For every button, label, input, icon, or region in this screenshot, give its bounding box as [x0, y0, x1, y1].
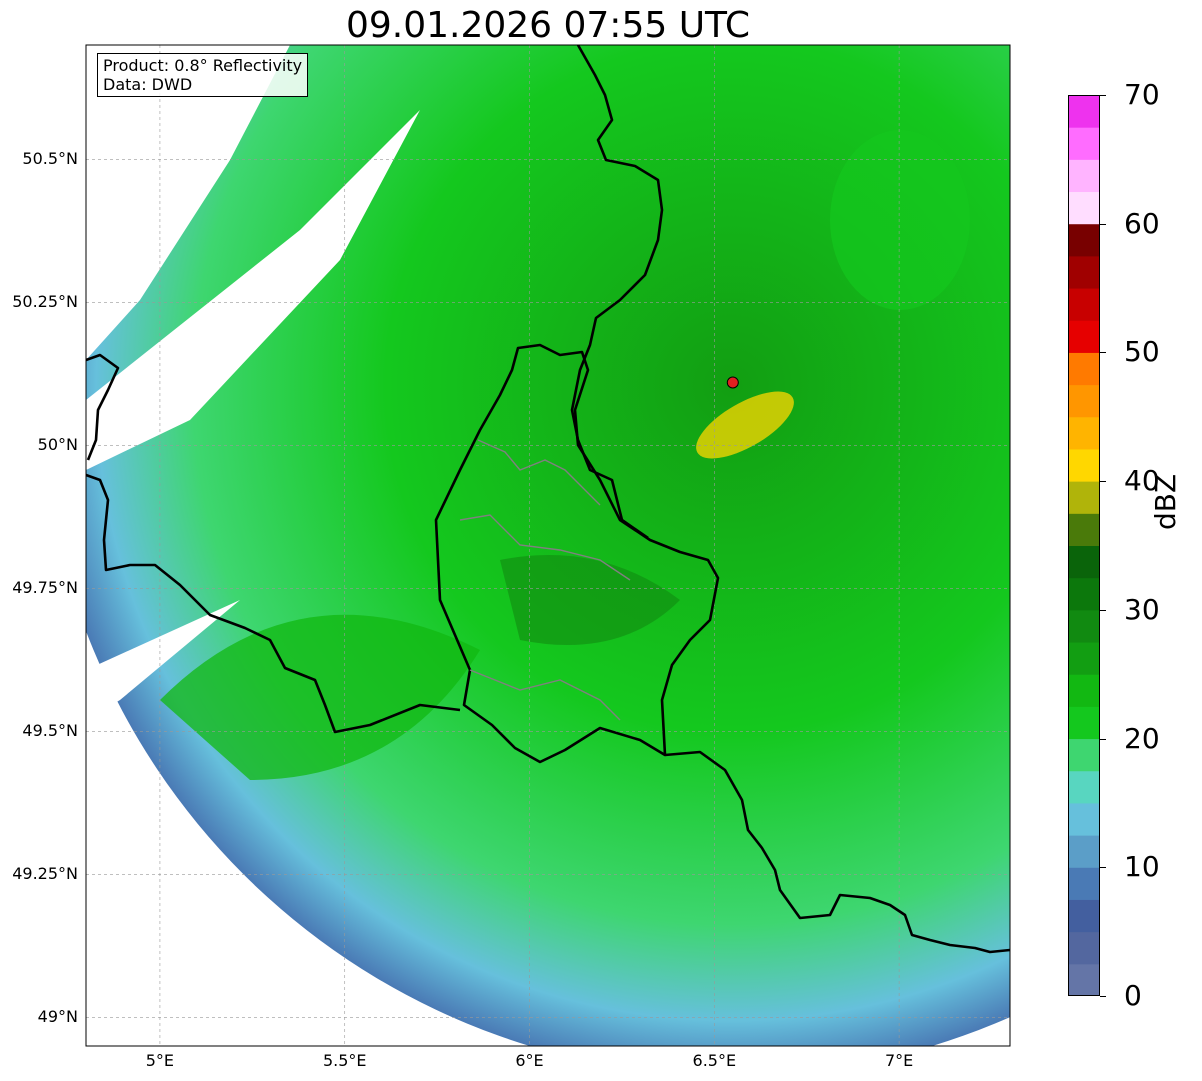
- colorbar-segment: [1068, 255, 1100, 289]
- colorbar-segment: [1068, 448, 1100, 482]
- colorbar-tick-label: 60: [1124, 206, 1160, 240]
- lon-tick-label: 5°E: [145, 1051, 175, 1070]
- lon-tick-label: 7°E: [884, 1051, 914, 1070]
- district-border-center: [459, 514, 631, 581]
- colorbar-tick-label: 20: [1124, 721, 1160, 755]
- no-echo-gap-west: [86, 110, 420, 470]
- radar-coverage: [86, 45, 1010, 1046]
- no-echo-gap-northwest: [86, 45, 290, 360]
- lat-tick-label: 49.5°N: [22, 721, 78, 741]
- colorbar-tick-mark: [1100, 223, 1106, 225]
- colorbar-segment: [1068, 223, 1100, 257]
- strong-echo-core: [696, 391, 794, 459]
- plot-frame: [85, 44, 1011, 1047]
- lat-tick-label: 50.25°N: [12, 292, 78, 312]
- colorbar-segment: [1068, 802, 1100, 836]
- colorbar-tick-mark: [1100, 95, 1106, 96]
- border-luxembourg: [434, 343, 720, 764]
- border-belgium-france: [86, 473, 461, 734]
- colorbar-tick-mark: [1100, 738, 1106, 740]
- lat-tick-label: 49.75°N: [12, 578, 78, 598]
- radar-site-marker: [726, 376, 739, 389]
- colorbar-segment: [1068, 384, 1100, 418]
- colorbar-tick-label: 40: [1124, 464, 1160, 498]
- colorbar-tick-label: 10: [1124, 850, 1160, 884]
- colorbar-segment: [1068, 770, 1100, 804]
- colorbar-tick-mark: [1100, 352, 1106, 354]
- district-border-north: [477, 439, 601, 506]
- colorbar-segment: [1068, 352, 1100, 386]
- colorbar-segment: [1068, 931, 1100, 965]
- colorbar-label: dBZ: [1149, 473, 1182, 530]
- colorbar-segment: [1068, 867, 1100, 900]
- colorbar-segment: [1068, 416, 1100, 450]
- colorbar-tick-mark: [1100, 867, 1106, 869]
- lat-tick-label: 50.5°N: [22, 149, 78, 169]
- product-info-box: Product: 0.8° Reflectivity Data: DWD: [97, 53, 309, 97]
- colorbar-tick-mark: [1100, 609, 1106, 611]
- colorbar-tick-label: 70: [1124, 78, 1160, 111]
- colorbar-segment: [1068, 159, 1100, 193]
- colorbar-segment: [1068, 963, 1100, 996]
- colorbar-tick-label: 30: [1124, 592, 1160, 626]
- border-west-edge: [86, 353, 120, 461]
- colorbar: [1068, 95, 1100, 996]
- colorbar-segment: [1068, 706, 1100, 740]
- echo-patch-east: [830, 130, 970, 310]
- lon-tick-label: 6°E: [515, 1051, 544, 1070]
- colorbar-segment: [1068, 674, 1100, 707]
- map-title: 09.01.2026 07:55 UTC: [345, 5, 751, 46]
- colorbar-segment: [1068, 481, 1100, 514]
- colorbar-tick-label: 0: [1124, 979, 1142, 1012]
- echo-band-center: [500, 555, 680, 645]
- colorbar-segment: [1068, 320, 1100, 353]
- lat-tick-label: 50°N: [37, 435, 78, 455]
- no-echo-gap-southwest: [86, 600, 240, 720]
- colorbar-segment: [1068, 288, 1100, 321]
- colorbar-tick-label: 50: [1124, 335, 1160, 369]
- colorbar-segment: [1068, 545, 1100, 579]
- district-borders: [459, 439, 631, 721]
- lon-tick-label: 5.5°E: [322, 1051, 367, 1070]
- colorbar-segment: [1068, 127, 1100, 160]
- colorbar-segment: [1068, 738, 1100, 772]
- country-borders: [86, 45, 1010, 954]
- colorbar-segment: [1068, 609, 1100, 643]
- colorbar-segment: [1068, 577, 1100, 611]
- colorbar-segment: [1068, 95, 1100, 128]
- colorbar-tick-mark: [1100, 996, 1106, 997]
- colorbar-segment: [1068, 899, 1100, 933]
- colorbar-segment: [1068, 835, 1100, 868]
- echo-band-southwest: [160, 614, 480, 780]
- colorbar-tick-mark: [1100, 481, 1106, 483]
- data-source-label: Data: DWD: [103, 75, 193, 94]
- lat-tick-label: 49°N: [37, 1007, 78, 1027]
- product-label: Product: 0.8° Reflectivity: [103, 56, 303, 75]
- reflectivity-field: [86, 45, 1010, 1046]
- lon-tick-label: 6.5°E: [692, 1051, 737, 1070]
- colorbar-frame: [1068, 95, 1100, 996]
- colorbar-segment: [1068, 642, 1100, 675]
- colorbar-segment: [1068, 191, 1100, 225]
- lat-tick-label: 49.25°N: [12, 864, 78, 884]
- border-france-east: [664, 750, 1010, 954]
- colorbar-segment: [1068, 513, 1100, 546]
- district-border-south: [469, 669, 621, 721]
